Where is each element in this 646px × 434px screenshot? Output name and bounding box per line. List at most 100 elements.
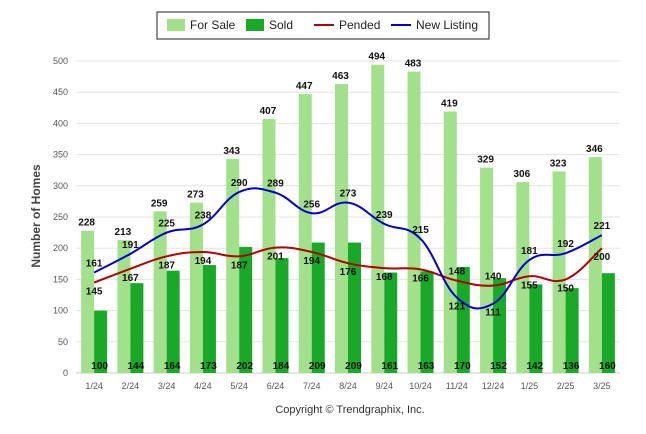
bar-for-sale (262, 119, 276, 373)
y-tick-label: 450 (53, 87, 68, 97)
label-for-sale: 343 (223, 146, 240, 157)
x-tick-label: 8/24 (339, 381, 357, 391)
label-pended: 155 (521, 280, 538, 291)
y-axis-ticks: 0 50 100 150 200 250 300 350 400 450 500 (53, 56, 68, 378)
label-pended: 176 (340, 267, 357, 278)
label-pended: 201 (267, 252, 284, 263)
label-sold: 144 (128, 361, 145, 372)
bar-for-sale (226, 158, 240, 373)
bar-sold (130, 283, 144, 373)
label-new-listing: 161 (86, 259, 103, 270)
legend-entry[interactable]: For Sale (190, 18, 236, 32)
x-tick-label: 2/25 (557, 381, 575, 391)
bar-for-sale (407, 71, 421, 373)
label-pended: 194 (195, 256, 212, 267)
label-sold: 163 (418, 361, 435, 372)
label-sold: 161 (381, 361, 398, 372)
label-for-sale: 463 (332, 71, 349, 82)
label-new-listing: 191 (122, 240, 139, 251)
x-tick-label: 9/24 (376, 381, 394, 391)
label-sold: 170 (454, 361, 471, 372)
bar-for-sale (588, 157, 602, 373)
label-new-listing: 238 (195, 210, 212, 221)
legend-swatch (167, 19, 185, 31)
label-sold: 100 (91, 361, 108, 372)
bar-sold (239, 246, 253, 373)
label-sold: 209 (309, 361, 326, 372)
label-new-listing: 239 (376, 210, 393, 221)
label-sold: 152 (490, 361, 507, 372)
x-tick-label: 3/24 (158, 381, 176, 391)
legend-entry[interactable]: Pended (339, 18, 380, 32)
x-tick-label: 7/24 (303, 381, 321, 391)
label-new-listing: 192 (557, 239, 574, 250)
label-sold: 160 (599, 361, 616, 372)
label-for-sale: 273 (187, 190, 204, 201)
x-axis-ticks: 1/24 2/24 3/24 4/24 5/24 6/24 7/24 8/24 9/24 10/2… (85, 381, 610, 391)
label-pended: 148 (448, 267, 465, 278)
bar-for-sale (298, 94, 312, 374)
data-labels: 228 100 213 144 259 164 273 173 343 202 407 184 447 2… (78, 52, 616, 372)
label-new-listing: 256 (303, 199, 320, 210)
bar-sold (601, 273, 615, 373)
label-new-listing: 215 (412, 225, 429, 236)
label-new-listing: 225 (158, 219, 175, 230)
label-sold: 209 (345, 361, 362, 372)
label-new-listing: 121 (448, 301, 465, 312)
bar-for-sale (81, 230, 95, 373)
y-tick-label: 300 (53, 181, 68, 191)
label-for-sale: 494 (368, 52, 385, 63)
label-new-listing: 273 (340, 189, 357, 200)
label-for-sale: 407 (260, 106, 277, 117)
label-pended: 187 (231, 260, 248, 271)
label-new-listing: 221 (594, 221, 611, 232)
bar-sold (275, 258, 289, 373)
label-pended: 194 (303, 256, 320, 267)
label-sold: 164 (164, 361, 181, 372)
x-tick-label: 12/24 (482, 381, 505, 391)
legend-entry[interactable]: Sold (269, 18, 293, 32)
y-tick-label: 0 (63, 368, 68, 378)
bar-for-sale (480, 167, 494, 373)
label-sold: 142 (526, 361, 543, 372)
label-new-listing: 111 (485, 308, 501, 319)
y-tick-label: 50 (58, 337, 68, 347)
bar-sold (94, 310, 108, 373)
label-pended: 167 (122, 273, 139, 284)
bar-sold (311, 242, 325, 373)
x-tick-label: 5/24 (230, 381, 248, 391)
label-for-sale: 483 (405, 59, 422, 70)
bar-sold (202, 265, 216, 373)
bar-for-sale (335, 84, 348, 373)
bar-sold (565, 288, 579, 373)
label-new-listing: 289 (267, 179, 284, 190)
x-tick-label: 3/25 (593, 381, 611, 391)
y-tick-label: 350 (53, 150, 68, 160)
label-sold: 173 (200, 361, 217, 372)
y-tick-label: 500 (53, 56, 68, 66)
bar-for-sale (552, 171, 566, 373)
x-tick-label: 6/24 (267, 381, 285, 391)
legend-entry[interactable]: New Listing (416, 18, 478, 32)
bar-sold (384, 272, 398, 373)
label-for-sale: 259 (151, 198, 168, 209)
legend[interactable]: For Sale Sold Pended New Listing (156, 11, 490, 40)
label-for-sale: 306 (513, 169, 530, 180)
bar-sold (166, 270, 180, 373)
label-new-listing: 181 (521, 246, 538, 257)
bar-for-sale (443, 111, 457, 373)
label-for-sale: 346 (586, 144, 603, 155)
bar-sold (529, 284, 543, 373)
y-tick-label: 400 (53, 118, 68, 128)
x-tick-label: 1/24 (85, 381, 103, 391)
label-new-listing: 290 (231, 178, 248, 189)
label-pended: 145 (86, 287, 103, 298)
label-pended: 200 (594, 252, 611, 263)
lines-layer (93, 187, 603, 310)
bar-sold (348, 242, 361, 373)
y-tick-label: 150 (53, 274, 68, 284)
x-tick-label: 10/24 (409, 381, 432, 391)
label-for-sale: 228 (78, 218, 95, 229)
y-tick-label: 200 (53, 243, 68, 253)
